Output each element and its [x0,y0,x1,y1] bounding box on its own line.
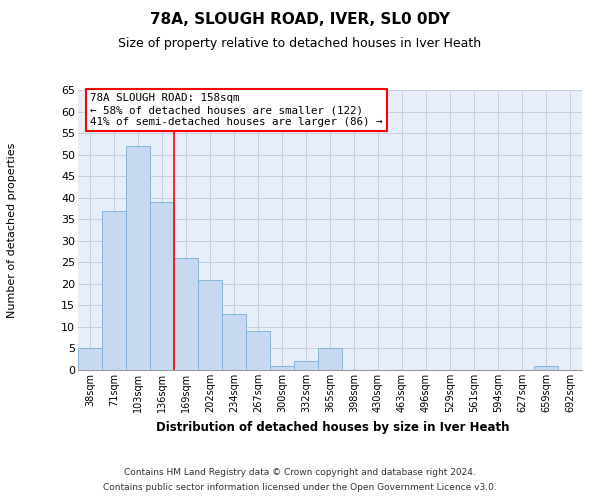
Bar [534,366,558,370]
Bar [150,202,174,370]
Bar [294,362,318,370]
Bar [318,348,342,370]
Text: Size of property relative to detached houses in Iver Heath: Size of property relative to detached ho… [118,38,482,51]
Text: Contains HM Land Registry data © Crown copyright and database right 2024.: Contains HM Land Registry data © Crown c… [124,468,476,477]
Text: Contains public sector information licensed under the Open Government Licence v3: Contains public sector information licen… [103,483,497,492]
Bar [222,314,246,370]
Text: Number of detached properties: Number of detached properties [7,142,17,318]
Bar [126,146,150,370]
Bar [174,258,198,370]
Text: 78A, SLOUGH ROAD, IVER, SL0 0DY: 78A, SLOUGH ROAD, IVER, SL0 0DY [150,12,450,28]
Text: Distribution of detached houses by size in Iver Heath: Distribution of detached houses by size … [156,421,510,434]
Bar [78,348,102,370]
Bar [246,331,270,370]
Bar [198,280,222,370]
Text: 78A SLOUGH ROAD: 158sqm
← 58% of detached houses are smaller (122)
41% of semi-d: 78A SLOUGH ROAD: 158sqm ← 58% of detache… [91,94,383,126]
Bar [102,210,126,370]
Bar [270,366,294,370]
